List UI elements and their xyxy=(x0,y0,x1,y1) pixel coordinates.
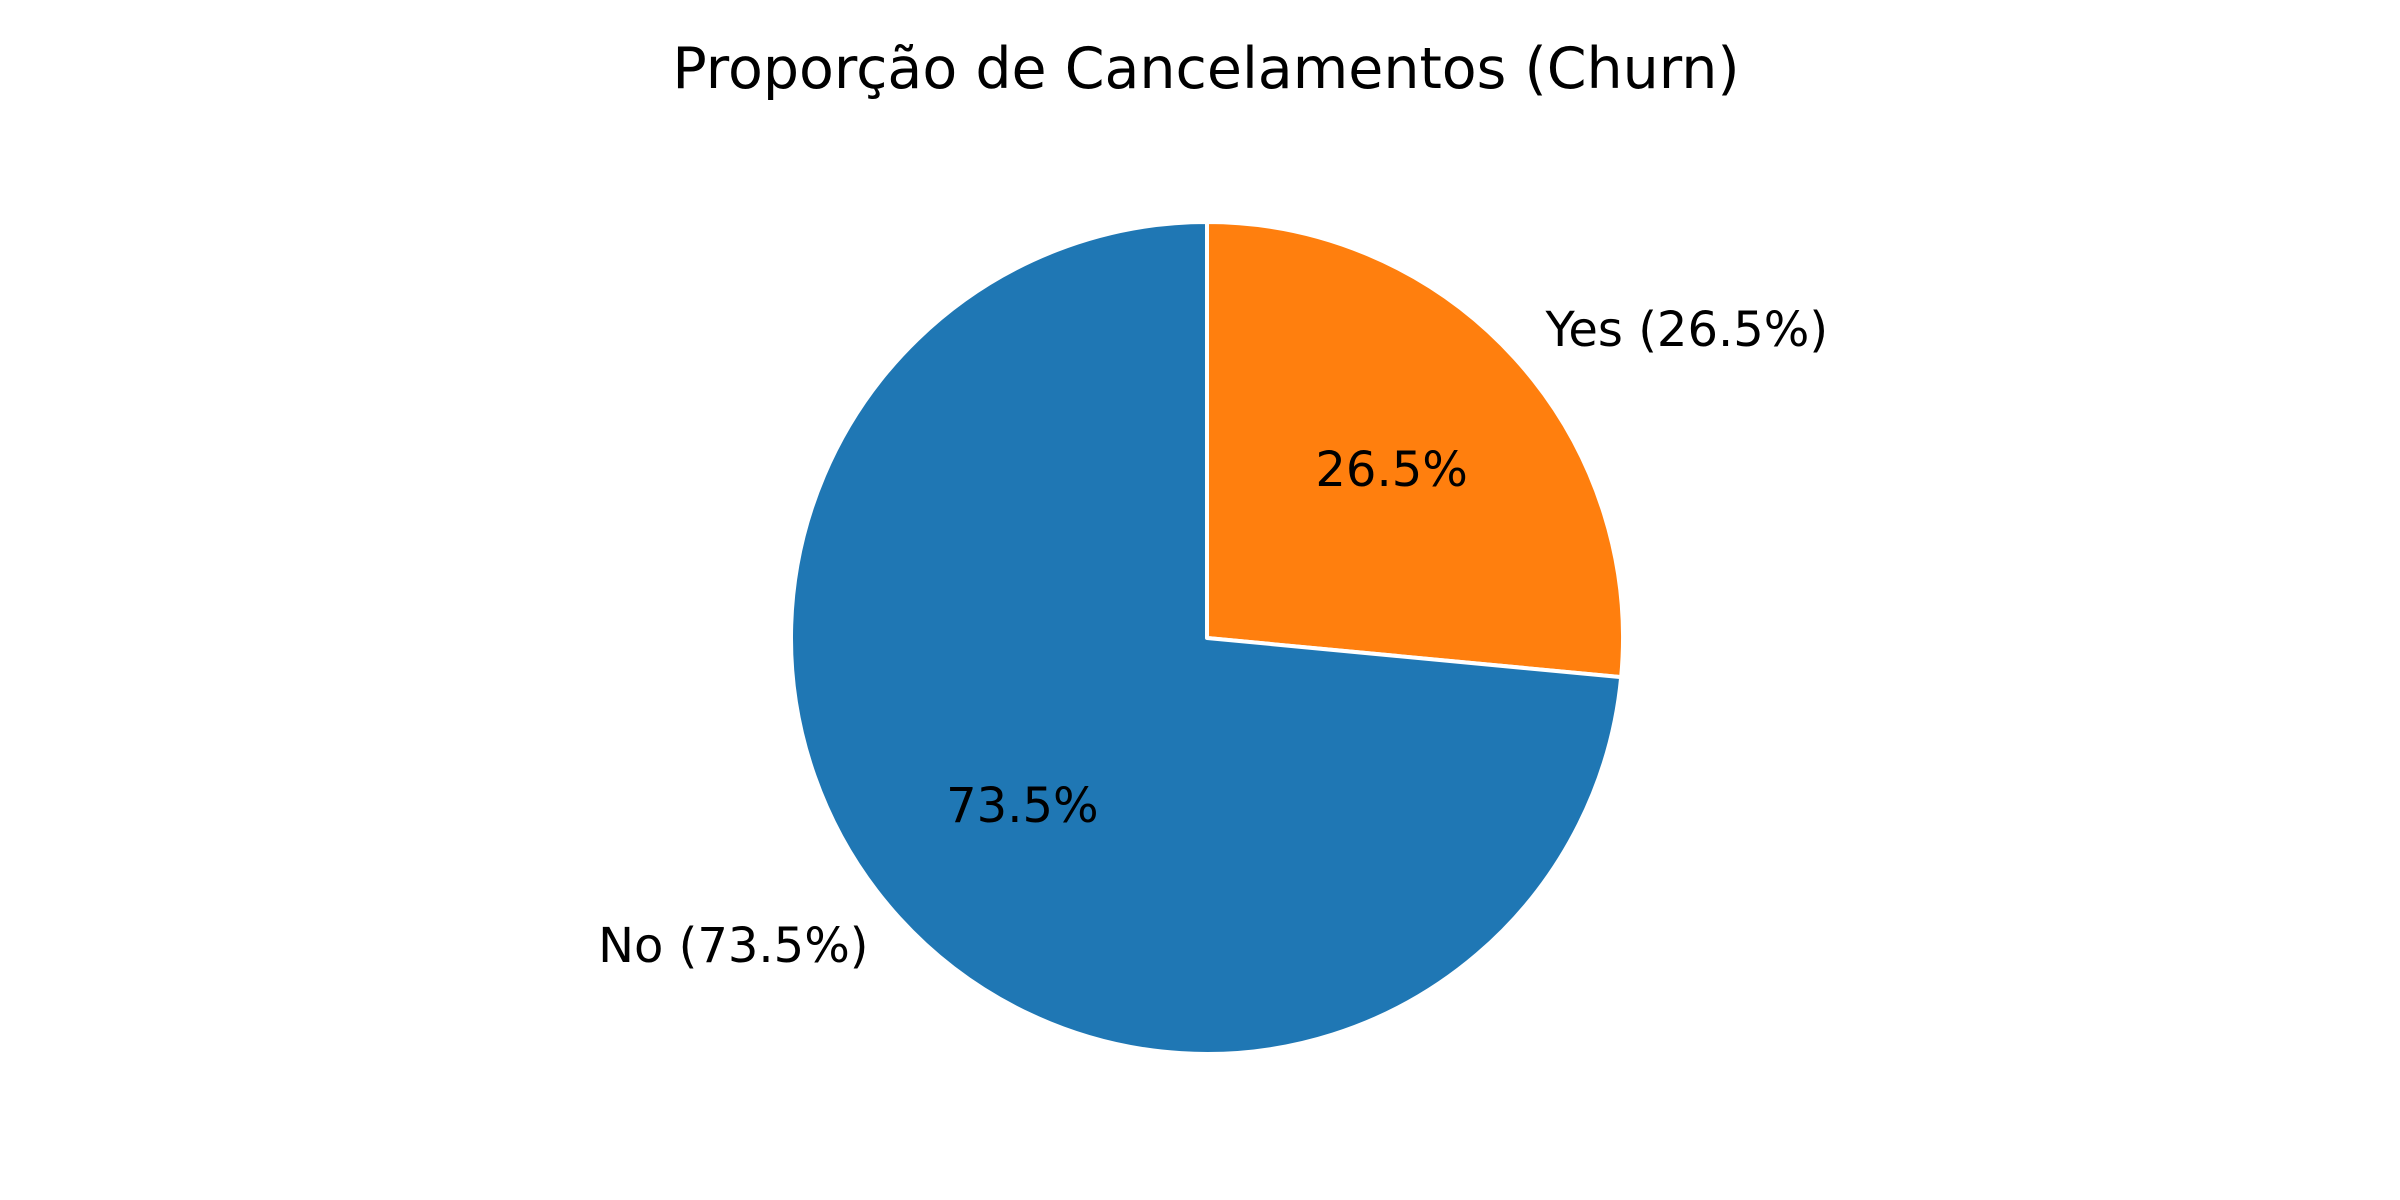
chart-title: Proporção de Cancelamentos (Churn) xyxy=(672,36,1739,102)
pie-pct-label-yes: 26.5% xyxy=(1315,442,1467,498)
pie-slice-yes xyxy=(1205,220,1625,680)
pie-slices xyxy=(789,220,1625,1056)
pie-labels: 26.5% Yes (26.5%) 73.5% No (73.5%) xyxy=(598,302,1828,974)
pie-pct-label-no: 73.5% xyxy=(946,778,1098,834)
pie-slice-no xyxy=(789,220,1624,1056)
pie-slice-label-no: No (73.5%) xyxy=(598,918,868,974)
pie-slice-label-yes: Yes (26.5%) xyxy=(1544,302,1828,358)
